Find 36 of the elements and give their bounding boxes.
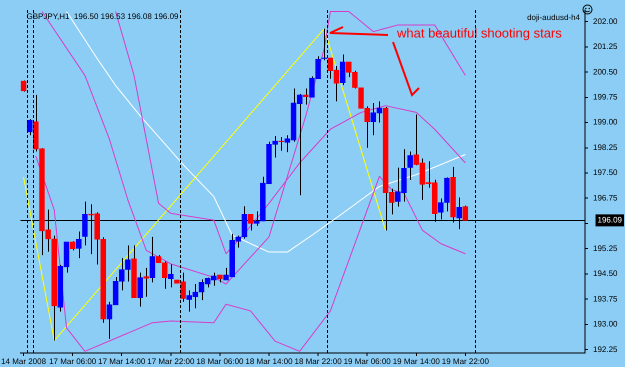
x-tick-label: 17 Mar 22:00 bbox=[147, 357, 195, 366]
y-tick-label: 195.25 bbox=[593, 244, 618, 253]
y-tick-label: 201.25 bbox=[593, 42, 618, 52]
candlestick bbox=[26, 118, 33, 136]
candlestick bbox=[143, 267, 150, 298]
y-tick-label: 200.50 bbox=[593, 67, 618, 76]
x-tick-label: 18 Mar 22:00 bbox=[294, 357, 342, 366]
candlestick bbox=[407, 150, 413, 181]
candlestick bbox=[340, 54, 346, 86]
y-tick-label: 202.00 bbox=[593, 16, 618, 26]
annotation: doji-audusd-h4 bbox=[527, 13, 581, 22]
y-tick-label: 197.50 bbox=[593, 168, 618, 178]
y-tick-label: 192.25 bbox=[593, 344, 618, 354]
ref-line-label: 196.09 bbox=[598, 216, 623, 225]
x-tick-label: 19 Mar 06:00 bbox=[344, 357, 392, 366]
candlestick bbox=[20, 80, 26, 92]
candlestick bbox=[444, 176, 450, 212]
x-tick-label: 17 Mar 14:00 bbox=[98, 357, 146, 366]
candlestick bbox=[125, 244, 131, 282]
x-tick-label: 18 Mar 14:00 bbox=[245, 357, 294, 366]
y-tick-label: 199.75 bbox=[593, 92, 618, 102]
x-tick-label: 17 Mar 06:00 bbox=[49, 357, 97, 366]
x-tick-label: 18 Mar 06:00 bbox=[196, 357, 244, 366]
candlestick bbox=[137, 272, 143, 308]
x-tick-label: 19 Mar 22:00 bbox=[442, 357, 490, 366]
y-tick-label: 193.75 bbox=[593, 294, 618, 304]
x-tick-label: 14 Mar 2008 bbox=[1, 357, 47, 366]
x-tick-label: 19 Mar 14:00 bbox=[392, 357, 440, 366]
y-tick-label: 199.00 bbox=[593, 118, 618, 127]
y-tick-label: 193.00 bbox=[593, 320, 618, 329]
y-tick-label: 194.50 bbox=[593, 269, 618, 278]
candlestick bbox=[150, 236, 156, 283]
y-tick-label: 198.25 bbox=[593, 142, 618, 152]
candlestick bbox=[168, 264, 174, 288]
y-tick-label: 196.75 bbox=[593, 193, 618, 202]
candlestick bbox=[76, 231, 82, 259]
